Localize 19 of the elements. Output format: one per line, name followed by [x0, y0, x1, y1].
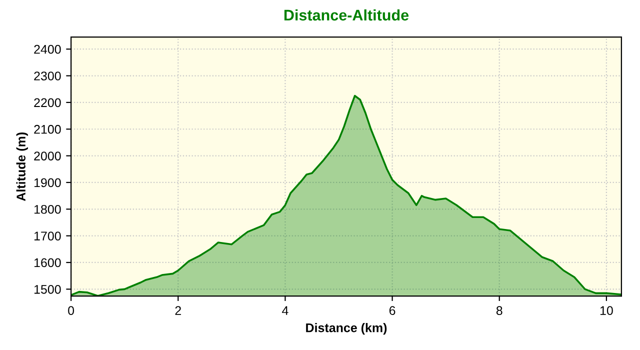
chart-title: Distance-Altitude: [284, 9, 409, 21]
y-tick-label: 1700: [34, 232, 61, 240]
y-tick-label: 1600: [34, 258, 61, 268]
x-tick-label: 10: [600, 306, 613, 316]
x-tick-label: 4: [282, 306, 288, 315]
x-tick-label: 6: [389, 306, 396, 316]
y-tick-label: 2200: [34, 98, 61, 108]
y-tick-label: 2400: [34, 44, 61, 54]
y-tick-label: 1500: [34, 284, 61, 294]
y-axis-title: Altitude (m): [16, 132, 28, 202]
x-tick-label: 0: [68, 306, 74, 316]
y-tick-label: 1900: [34, 178, 61, 188]
y-tick-label: 2300: [34, 72, 61, 80]
y-tick-label: 2000: [34, 152, 61, 160]
x-tick-label: 2: [175, 306, 181, 315]
x-tick-label: 8: [496, 306, 502, 316]
y-tick-label: 2100: [34, 124, 61, 134]
x-axis-title: Distance (km): [306, 323, 387, 335]
y-tick-label: 1800: [34, 204, 61, 214]
